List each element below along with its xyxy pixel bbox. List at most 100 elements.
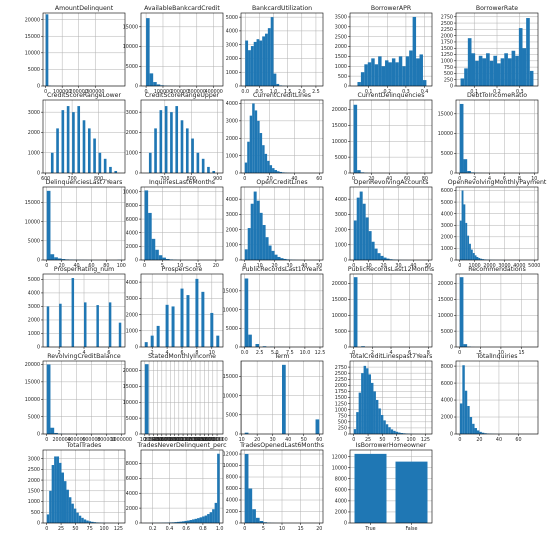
histogram-bar <box>210 313 213 347</box>
histogram-bar <box>109 167 112 173</box>
histogram-bar <box>363 204 366 260</box>
histogram-bar <box>207 514 210 523</box>
chart-panel-28: IsBorrowerHomeowner020004000600080001000… <box>332 442 432 532</box>
histogram-bar <box>462 365 464 434</box>
histogram-bar <box>212 509 215 523</box>
histogram-bar <box>150 73 154 86</box>
y-tick-label: 10000 <box>25 51 40 57</box>
chart-title: PublicRecordsLast12Months <box>348 266 434 273</box>
y-tick-label: 2000 <box>28 130 40 136</box>
histogram-bar <box>245 278 249 347</box>
histogram-bar <box>64 481 66 523</box>
y-tick-label: 0 <box>235 171 238 177</box>
y-tick-label: 0 <box>235 258 238 264</box>
histogram-bar <box>51 153 54 173</box>
histogram-bar <box>104 159 107 173</box>
histogram-bar <box>268 28 271 86</box>
histogram-bar <box>460 277 464 347</box>
x-tick-label: 0 <box>243 526 246 532</box>
y-tick-label: 10000 <box>25 397 40 403</box>
histogram-bar <box>523 48 527 86</box>
histogram-bar <box>52 465 54 523</box>
histogram-bar <box>59 463 61 523</box>
y-tick-label: 2000 <box>226 136 238 142</box>
histogram-bar <box>160 110 163 173</box>
y-tick-label: 1000 <box>126 150 138 156</box>
y-tick-label: 4000 <box>126 230 138 236</box>
y-tick-label: 750 <box>338 413 347 419</box>
y-tick-label: 1750 <box>441 40 453 46</box>
y-tick-label: 5000 <box>28 238 40 244</box>
y-tick-label: 0 <box>135 258 138 264</box>
x-tick-label: 60 <box>316 176 322 182</box>
y-tick-label: 3000 <box>226 42 238 48</box>
histogram-bar <box>460 403 462 434</box>
histogram-bar <box>252 103 254 173</box>
chart-title: BorrowerAPR <box>371 5 412 12</box>
histogram-bar <box>49 491 51 523</box>
y-tick-label: 2500 <box>335 371 347 377</box>
y-tick-label: 6000 <box>441 188 453 194</box>
histogram-bar <box>420 54 423 86</box>
x-tick-label: 50 <box>72 526 78 532</box>
histogram-bar <box>247 142 249 173</box>
y-tick-label: 20000 <box>332 281 347 287</box>
histogram-bar <box>530 71 534 86</box>
y-tick-label: 15000 <box>123 25 138 31</box>
y-tick-label: 0 <box>450 432 453 438</box>
histogram-bar <box>378 253 381 260</box>
histogram-bar <box>152 239 156 260</box>
y-tick-label: 0 <box>344 432 347 438</box>
x-tick-label: 20 <box>213 263 219 269</box>
x-tick-label: 75 <box>87 526 93 532</box>
histogram-bar <box>490 61 494 86</box>
y-tick-label: 1000 <box>226 242 238 248</box>
chart-panel-4: BorrowerRate0250500750100012501500175020… <box>441 5 538 95</box>
y-tick-label: 1500 <box>335 54 347 60</box>
y-tick-label: 3000 <box>335 25 347 31</box>
y-tick-label: 2000 <box>335 227 347 233</box>
y-tick-label: 4000 <box>335 197 347 203</box>
histogram-bar <box>477 430 479 434</box>
histogram-bar <box>197 153 200 173</box>
x-tick-label: 125 <box>114 526 123 532</box>
x-tick-label: 0 <box>143 263 146 269</box>
histogram-bar <box>265 154 267 173</box>
y-tick-label: 1500 <box>335 395 347 401</box>
histogram-bar <box>254 42 257 86</box>
histogram-bar <box>393 431 395 434</box>
chart-title: TotalInquiries <box>475 353 517 360</box>
y-tick-label: 1000 <box>28 150 40 156</box>
histogram-bar <box>248 335 252 347</box>
chart-title: Recommendations <box>468 266 526 273</box>
x-tick-label: 2.5 <box>312 89 320 95</box>
y-tick-label: 12000 <box>223 452 238 458</box>
histogram-bar <box>86 521 88 523</box>
axes-frame <box>141 13 223 86</box>
chart-panel-23: TotalCreditLinespast7Years02505007501000… <box>335 353 433 443</box>
x-tick-label: 0 <box>45 437 48 443</box>
y-tick-label: 0 <box>235 345 238 351</box>
chart-title: BorrowerRate <box>476 5 518 12</box>
bar-false <box>396 462 428 523</box>
y-tick-label: 5000 <box>28 67 40 73</box>
histogram-bar <box>172 306 175 347</box>
x-tick-label: 1.0 <box>216 526 224 532</box>
histogram-bar <box>465 391 467 434</box>
histogram-bar <box>47 191 51 260</box>
y-tick-label: 5000 <box>441 329 453 335</box>
histogram-bar <box>376 400 378 434</box>
histogram-bar <box>250 116 252 173</box>
histogram-bar <box>275 255 278 260</box>
chart-title: ProsperRating_num <box>54 266 114 273</box>
histogram-bar <box>504 53 508 86</box>
y-tick-label: 15000 <box>25 34 40 40</box>
y-tick-label: 2000 <box>335 44 347 50</box>
histogram-bar <box>462 190 464 260</box>
histogram-bar <box>153 82 157 86</box>
histogram-bar <box>50 428 54 434</box>
histogram-bar <box>56 128 59 173</box>
